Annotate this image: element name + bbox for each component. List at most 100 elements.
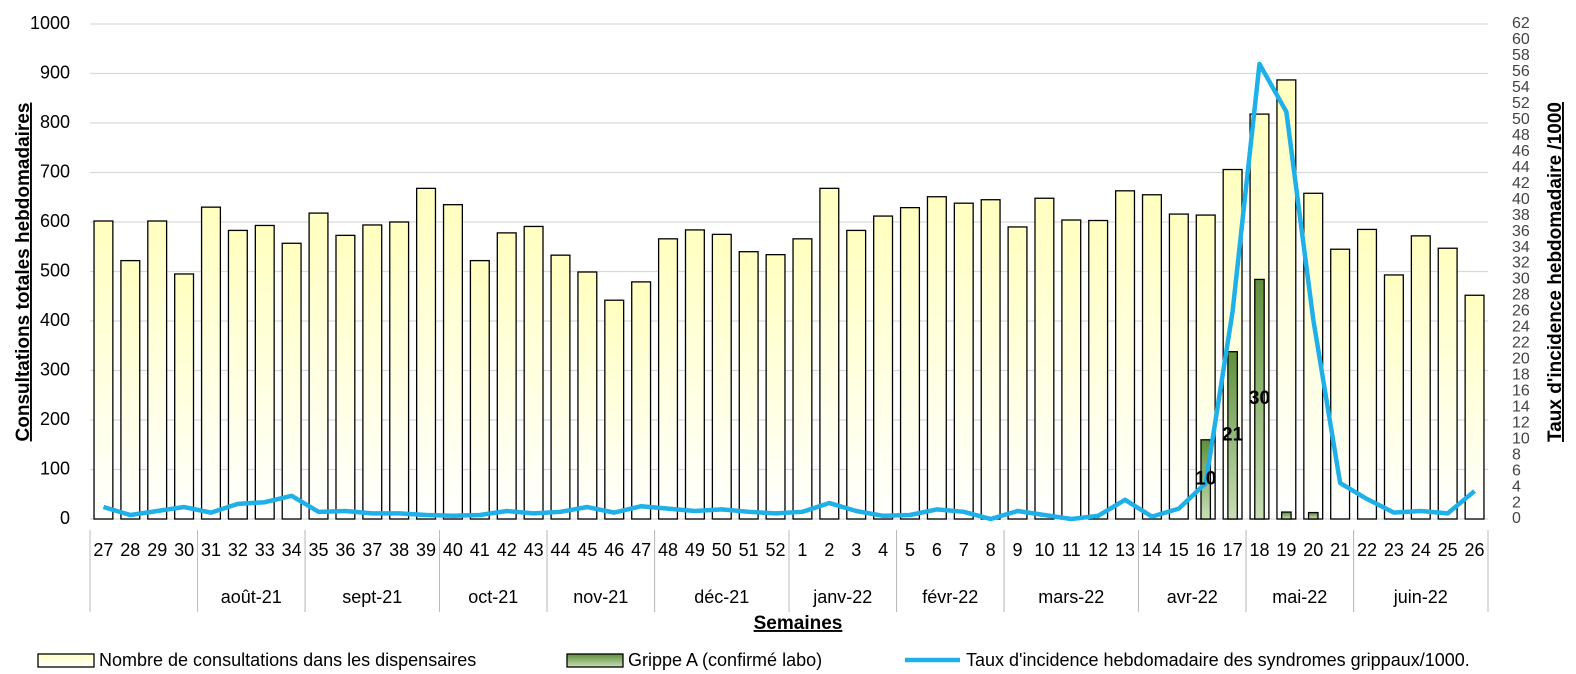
bar: [980, 199, 1001, 520]
x-tick-label: 33: [255, 540, 275, 560]
bar: [200, 206, 222, 520]
group-label: août-21: [221, 587, 282, 607]
x-tick-label: 48: [658, 540, 678, 560]
x-tick-label: 28: [120, 540, 140, 560]
x-tick-label: 46: [604, 540, 624, 560]
bar: [1410, 235, 1431, 520]
plot: [93, 61, 1485, 522]
x-tick-label: 3: [851, 540, 861, 560]
annotation: 10: [1195, 468, 1216, 489]
bar: [1227, 351, 1238, 520]
bar: [523, 225, 544, 520]
x-tick-label: 47: [631, 540, 651, 560]
bar: [147, 220, 168, 520]
x-tick-label: 10: [1034, 540, 1054, 560]
y2-tick-label: 20: [1512, 351, 1530, 368]
x-tick-label: 40: [443, 540, 463, 560]
group-label: mai-22: [1272, 587, 1327, 607]
bar: [604, 299, 625, 520]
y2-tick-label: 14: [1512, 398, 1530, 415]
y2-tick-label: 8: [1512, 446, 1521, 463]
y-tick-label: 900: [40, 62, 70, 82]
x-tick-label: 27: [93, 540, 113, 560]
group-label: nov-21: [573, 587, 628, 607]
bar: [577, 271, 598, 520]
x-tick-label: 36: [335, 540, 355, 560]
legend-swatch: [37, 653, 95, 668]
bar: [1061, 219, 1082, 520]
x-tick-label: 22: [1357, 540, 1377, 560]
legend-label: Grippe A (confirmé labo): [628, 650, 822, 670]
x-tick-label: 38: [389, 540, 409, 560]
x-tick-label: 52: [766, 540, 786, 560]
y2-tick-label: 12: [1512, 414, 1530, 431]
group-label: juin-22: [1393, 587, 1448, 607]
bar: [415, 187, 437, 520]
y2-tick-label: 50: [1512, 111, 1530, 128]
bar: [711, 233, 732, 520]
y2-tick-label: 34: [1512, 239, 1530, 256]
y-axis-title: Consultations totales hebdomadaires: [13, 103, 34, 442]
bar: [1088, 219, 1109, 520]
x-tick-label: 13: [1115, 540, 1135, 560]
bar: [308, 212, 329, 520]
x-tick-label: 50: [712, 540, 732, 560]
y2-tick-label: 56: [1512, 63, 1530, 80]
x-tick-label: 5: [905, 540, 915, 560]
bar: [1168, 213, 1189, 520]
bar: [335, 234, 356, 520]
x-tick-label: 20: [1303, 540, 1323, 560]
x-tick-label: 21: [1330, 540, 1350, 560]
x-tick-label: 9: [1013, 540, 1023, 560]
x-tick-label: 18: [1249, 540, 1269, 560]
y2-tick-label: 40: [1512, 191, 1530, 208]
y-tick-label: 200: [40, 409, 70, 429]
y2-tick-label: 0: [1512, 510, 1521, 527]
y2-tick-label: 60: [1512, 31, 1530, 48]
y2-tick-label: 22: [1512, 335, 1530, 352]
y2-tick-label: 2: [1512, 494, 1521, 511]
x-tick-label: 30: [174, 540, 194, 560]
x-tick-label: 26: [1465, 540, 1485, 560]
bar: [1464, 294, 1485, 520]
group-label: avr-22: [1167, 587, 1218, 607]
bar: [93, 220, 114, 520]
y2-tick-label: 58: [1512, 47, 1530, 64]
x-tick-label: 16: [1196, 540, 1216, 560]
annotation: 30: [1249, 388, 1270, 409]
bar: [873, 215, 894, 520]
bar: [657, 238, 679, 520]
bar: [550, 254, 571, 520]
y-tick-label: 400: [40, 310, 70, 330]
bar: [1356, 228, 1378, 520]
bar: [1254, 278, 1265, 520]
bar: [953, 202, 974, 520]
bar: [174, 273, 195, 520]
legend-swatch: [566, 653, 624, 668]
x-tick-label: 44: [550, 540, 570, 560]
bar: [389, 221, 410, 520]
y2-tick-label: 32: [1512, 255, 1530, 272]
annotation: 21: [1222, 424, 1244, 445]
bar: [1007, 226, 1028, 520]
bar: [227, 229, 248, 520]
group-label: déc-21: [694, 587, 749, 607]
x-tick-label: 42: [497, 540, 517, 560]
y2-tick-label: 4: [1512, 478, 1521, 495]
bar: [496, 232, 517, 520]
x-tick-label: 31: [201, 540, 221, 560]
bar: [281, 242, 302, 520]
y-tick-label: 0: [60, 508, 70, 528]
x-tick-label: 4: [878, 540, 888, 560]
y2-tick-label: 16: [1512, 382, 1530, 399]
y2-tick-label: 42: [1512, 175, 1530, 192]
bar: [1281, 511, 1292, 520]
y2-tick-label: 6: [1512, 462, 1521, 479]
x-axis-title: Semaines: [754, 613, 843, 634]
bar: [765, 254, 786, 520]
x-tick-label: 17: [1223, 540, 1243, 560]
bar: [469, 259, 490, 520]
y2-tick-label: 46: [1512, 143, 1530, 160]
y-tick-label: 100: [40, 458, 70, 478]
group-label: oct-21: [468, 587, 518, 607]
